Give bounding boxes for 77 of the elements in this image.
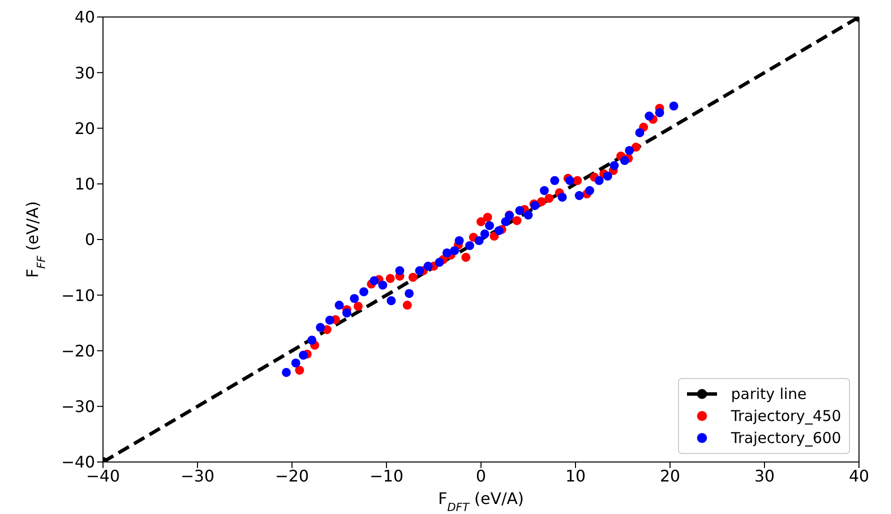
x-tick-label: −20 — [275, 466, 309, 486]
point — [558, 192, 567, 202]
point — [291, 358, 300, 368]
point — [512, 216, 522, 226]
point — [594, 176, 604, 186]
point — [461, 252, 470, 262]
point — [565, 176, 574, 186]
point — [434, 258, 444, 267]
point — [334, 300, 344, 310]
point — [624, 146, 634, 156]
point — [484, 221, 494, 230]
point — [386, 296, 396, 306]
point — [572, 176, 582, 186]
point — [544, 194, 554, 203]
point — [524, 210, 533, 220]
point — [454, 236, 464, 246]
point — [342, 308, 352, 318]
x-tick-label: −30 — [180, 466, 214, 486]
y-tick-label: 10 — [74, 174, 95, 194]
point — [631, 142, 640, 152]
point — [494, 226, 504, 236]
x-tick-label: 30 — [754, 466, 775, 486]
point — [620, 156, 630, 166]
point — [298, 350, 308, 360]
x-tick-label: −10 — [370, 466, 404, 486]
point — [354, 302, 363, 311]
point — [610, 161, 619, 170]
point — [282, 368, 291, 377]
point — [424, 262, 433, 271]
y-tick-label: −40 — [61, 452, 95, 472]
x-tick-label: 40 — [848, 466, 870, 486]
point — [655, 108, 664, 118]
legend-label: parity line — [731, 384, 807, 405]
y-tick-label: 20 — [74, 118, 95, 138]
point — [370, 276, 379, 286]
x-tick-label: 10 — [565, 466, 586, 486]
point — [480, 229, 490, 238]
point — [476, 217, 486, 226]
point — [402, 300, 412, 310]
legend-label: Trajectory_600 — [731, 428, 842, 449]
point — [603, 172, 612, 181]
y-tick-label: 30 — [74, 63, 95, 82]
point — [515, 206, 524, 216]
point — [550, 176, 560, 186]
point — [635, 128, 644, 138]
y-tick-label: −30 — [61, 397, 95, 416]
x-axis-title: F$_{DFT}$ (eV/A) — [438, 489, 524, 514]
y-tick-label: 0 — [84, 230, 95, 250]
point — [465, 241, 474, 250]
x-tick-label: 0 — [476, 466, 486, 486]
point — [450, 246, 460, 256]
point — [574, 191, 584, 200]
point — [325, 316, 334, 325]
y-tick-label: 40 — [74, 8, 95, 27]
point — [350, 294, 359, 303]
point — [408, 272, 418, 282]
point — [669, 101, 678, 111]
point — [316, 322, 325, 332]
point — [474, 236, 484, 246]
point — [295, 366, 304, 375]
point — [536, 197, 546, 206]
legend-label: Trajectory_450 — [731, 406, 842, 427]
point — [585, 186, 594, 196]
x-tick-label: 20 — [660, 466, 680, 486]
point — [540, 186, 549, 196]
y-tick-label: −20 — [61, 341, 95, 360]
point — [307, 336, 316, 345]
point — [404, 288, 414, 298]
point — [483, 212, 492, 222]
point — [442, 248, 452, 258]
point — [359, 287, 368, 296]
point — [378, 280, 388, 290]
y-tick-label: −10 — [61, 286, 95, 305]
point — [415, 266, 424, 276]
point — [644, 112, 654, 121]
point — [386, 274, 395, 283]
point — [395, 266, 404, 276]
